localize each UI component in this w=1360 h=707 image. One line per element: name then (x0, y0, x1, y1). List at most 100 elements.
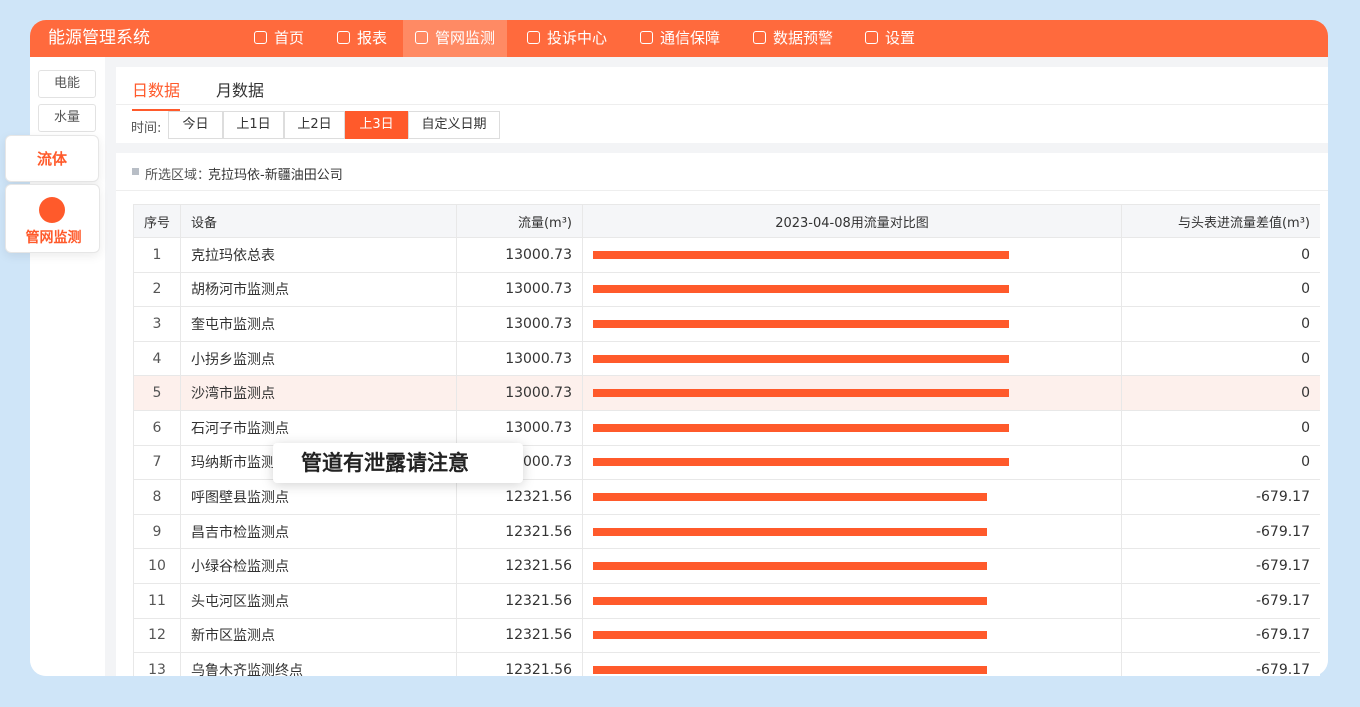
table-row[interactable]: 3 奎屯市监测点 13000.73 0 (133, 307, 1320, 342)
table-row[interactable]: 6 石河子市监测点 13000.73 0 (133, 411, 1320, 446)
leak-tooltip: 管道有泄露请注意 (273, 443, 523, 483)
flow-bar (593, 665, 988, 674)
nav-icon (415, 31, 428, 44)
cell-device: 克拉玛依总表 (180, 238, 456, 272)
nav-label: 投诉中心 (547, 29, 608, 47)
cell-index: 10 (133, 549, 180, 583)
filter-button[interactable]: 上1日 (223, 111, 284, 139)
cell-device: 呼图壁县监测点 (180, 480, 456, 514)
cell-flow: 13000.73 (456, 376, 582, 410)
cell-chart (582, 618, 1121, 653)
nav-label: 通信保障 (660, 29, 721, 47)
region-value: 克拉玛依-新疆油田公司 (208, 168, 343, 183)
flow-bar (593, 492, 988, 501)
cell-chart (582, 549, 1121, 583)
column-header: 与头表进流量差值(m³) (1121, 205, 1320, 237)
flow-bar (593, 319, 1009, 328)
nav-icon (527, 31, 540, 44)
table-row[interactable]: 10 小绿谷检监测点 12321.56 -679.17 (133, 549, 1320, 584)
cell-flow: 13000.73 (456, 341, 582, 376)
side-card[interactable]: 管网监测 (5, 184, 100, 253)
cell-index: 4 (133, 341, 180, 376)
side-icon (39, 197, 65, 223)
cell-device: 玛纳斯市监测点 (180, 445, 456, 480)
cell-device: 奎屯市监测点 (180, 307, 456, 341)
nav-item[interactable]: 通信保障 (628, 20, 732, 57)
table-row[interactable]: 2 胡杨河市监测点 13000.73 0 (133, 272, 1320, 308)
tab-divider (116, 104, 1328, 105)
cell-chart (582, 376, 1121, 410)
tab[interactable]: 月数据 (216, 81, 265, 100)
cell-index: 8 (133, 480, 180, 514)
filter-button[interactable]: 今日 (168, 111, 223, 139)
divider (116, 190, 1328, 191)
cell-index: 13 (133, 653, 180, 676)
cell-diff: 0 (1121, 272, 1320, 307)
nav-item[interactable]: 数据预警 (741, 20, 845, 57)
cell-diff: -679.17 (1121, 549, 1320, 583)
table-header: 序号 设备 流量(m³) 2023-04-08用流量对比图 与头表进流量差值(m³) (133, 204, 1320, 238)
cell-index: 9 (133, 514, 180, 549)
cell-device: 沙湾市监测点 (180, 376, 456, 410)
cell-device: 小绿谷检监测点 (180, 549, 456, 583)
data-table: 序号 设备 流量(m³) 2023-04-08用流量对比图 与头表进流量差值(m³) 1 克… (133, 204, 1320, 676)
table-row[interactable]: 12 新市区监测点 12321.56 -679.17 (133, 618, 1320, 654)
table-row[interactable]: 11 头屯河区监测点 12321.56 -679.17 (133, 584, 1320, 619)
side-item[interactable]: 水量 (38, 104, 96, 132)
cell-flow: 13000.73 (456, 307, 582, 341)
side-item[interactable]: 电能 (38, 70, 96, 98)
cell-chart (582, 341, 1121, 376)
nav-icon (254, 31, 267, 44)
cell-flow: 13000.73 (456, 411, 582, 445)
cell-chart (582, 307, 1121, 341)
top-bar: 能源管理系统 首页 报表 管网监测 投诉中心 通信保障 数据预警 设置 (30, 20, 1328, 57)
nav-item[interactable]: 报表 (325, 20, 399, 57)
filter-label: 时间: (131, 121, 162, 136)
side-card-label: 管网监测 (25, 230, 82, 246)
cell-device: 小拐乡监测点 (180, 341, 456, 376)
filter-button[interactable]: 上2日 (284, 111, 345, 139)
cell-diff: -679.17 (1121, 514, 1320, 549)
nav-item[interactable]: 管网监测 (403, 20, 508, 57)
filter-button[interactable]: 自定义日期 (408, 111, 500, 139)
flow-bar (593, 423, 1009, 432)
tab[interactable]: 日数据 (132, 77, 181, 111)
region-label: 所选区域： (145, 168, 211, 183)
cell-flow: 12321.56 (456, 549, 582, 583)
table-row[interactable]: 1 克拉玛依总表 13000.73 0 (133, 238, 1320, 273)
flow-bar (593, 354, 1009, 363)
nav-icon (753, 31, 766, 44)
region-marker (132, 168, 139, 175)
cell-diff: 0 (1121, 238, 1320, 272)
cell-index: 2 (133, 272, 180, 307)
cell-flow: 13000.73 (456, 272, 582, 307)
filter-button[interactable]: 上3日 (345, 111, 408, 139)
table-row[interactable]: 13 乌鲁木齐监测终点 12321.56 -679.17 (133, 653, 1320, 676)
nav-icon (337, 31, 350, 44)
table-row[interactable]: 9 昌吉市检监测点 12321.56 -679.17 (133, 514, 1320, 550)
nav-label: 报表 (357, 29, 388, 47)
table-row[interactable]: 8 呼图壁县监测点 12321.56 -679.17 (133, 480, 1320, 515)
nav-item[interactable]: 投诉中心 (515, 20, 619, 57)
column-header: 序号 (133, 205, 180, 237)
column-header: 2023-04-08用流量对比图 (582, 205, 1121, 237)
flow-bar (593, 631, 988, 640)
nav-item[interactable]: 设置 (853, 20, 927, 57)
side-card[interactable]: 流体 (5, 135, 99, 182)
cell-index: 5 (133, 376, 180, 410)
cell-index: 3 (133, 307, 180, 341)
cell-diff: -679.17 (1121, 618, 1320, 653)
nav-label: 管网监测 (435, 29, 496, 47)
flow-bar (593, 389, 1009, 398)
cell-device: 乌鲁木齐监测终点 (180, 653, 456, 676)
nav-label: 数据预警 (773, 29, 834, 47)
cell-chart (582, 272, 1121, 307)
cell-diff: -679.17 (1121, 584, 1320, 618)
nav-icon (865, 31, 878, 44)
nav-item[interactable]: 首页 (242, 20, 316, 57)
cell-device: 胡杨河市监测点 (180, 272, 456, 307)
table-row[interactable]: 4 小拐乡监测点 13000.73 0 (133, 341, 1320, 377)
table-row[interactable]: 5 沙湾市监测点 13000.73 0 (133, 376, 1320, 411)
cell-chart (582, 411, 1121, 445)
nav-icon (640, 31, 653, 44)
